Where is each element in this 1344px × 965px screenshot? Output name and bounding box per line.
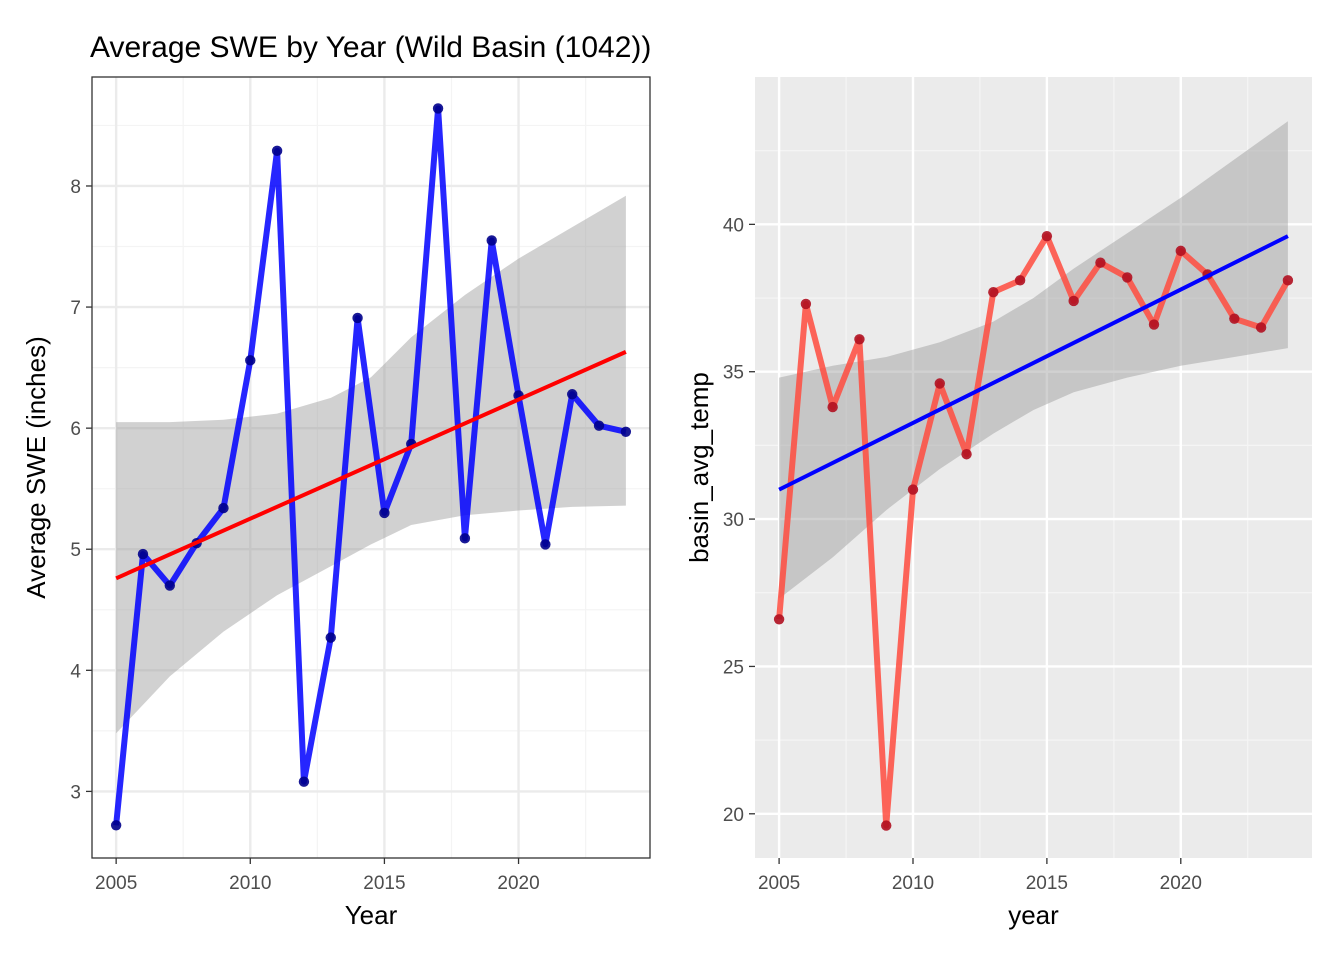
swe-series-line <box>113 105 627 826</box>
temp-x-tick-label: 2020 <box>1160 873 1202 894</box>
temp-panel-background <box>755 77 1312 858</box>
swe-trend-line <box>115 350 627 581</box>
temp-y-tick-label: 35 <box>723 363 744 384</box>
temp-data-point <box>854 334 865 345</box>
temp-data-point <box>1282 275 1294 286</box>
temp-data-point <box>800 298 812 310</box>
swe-data-point <box>245 355 256 366</box>
swe-data-point <box>218 502 229 514</box>
temp-data-point <box>1148 319 1160 330</box>
temp-data-point <box>1095 257 1106 268</box>
temp-data-point <box>1175 245 1186 257</box>
temp-y-axis-title: basin_avg_temp <box>684 372 714 563</box>
swe-data-point <box>459 533 471 544</box>
swe-data-point <box>137 548 149 560</box>
swe-data-point <box>540 539 551 550</box>
temp-trend-line <box>778 234 1289 492</box>
temp-confidence-band <box>779 121 1288 599</box>
swe-data-point <box>271 145 283 157</box>
swe-data-point <box>593 420 605 431</box>
swe-panel-border <box>91 76 651 859</box>
swe-data-point <box>164 580 175 591</box>
temp-series-line <box>776 233 1291 829</box>
swe-y-axis-title: Average SWE (inches) <box>21 336 51 599</box>
temp-data-point <box>1255 322 1267 333</box>
temp-x-tick-label: 2015 <box>1026 873 1068 894</box>
temp-data-point <box>1041 230 1053 242</box>
swe-x-tick-label: 2010 <box>229 873 271 894</box>
swe-y-tick-label: 6 <box>70 419 81 440</box>
temp-y-tick-label: 40 <box>723 215 744 236</box>
temp-data-point <box>907 484 919 495</box>
swe-x-tick-label: 2005 <box>95 873 137 894</box>
temp-data-point <box>827 401 838 413</box>
temp-y-tick-label: 30 <box>723 510 744 531</box>
swe-y-tick-label: 3 <box>70 782 81 803</box>
swe-x-tick-label: 2020 <box>497 873 539 894</box>
figure-title: Average SWE by Year (Wild Basin (1042)) <box>90 31 651 64</box>
temp-x-tick-label: 2005 <box>758 873 800 894</box>
temp-data-point <box>1229 313 1240 324</box>
temp-x-axis-title: year <box>1008 900 1059 930</box>
swe-y-tick-label: 7 <box>70 298 81 319</box>
swe-data-point <box>352 312 363 324</box>
swe-data-point <box>620 426 632 437</box>
temp-y-tick-label: 25 <box>723 657 744 678</box>
temp-data-point <box>881 820 892 831</box>
swe-data-point <box>486 235 497 246</box>
temp-data-point <box>988 286 999 298</box>
swe-x-tick-label: 2015 <box>363 873 405 894</box>
swe-data-point <box>325 632 336 643</box>
swe-x-axis-title: Year <box>345 900 398 930</box>
temp-data-point <box>1068 295 1079 307</box>
temp-data-point <box>961 449 972 460</box>
swe-y-tick-label: 8 <box>70 177 81 198</box>
swe-data-point <box>379 507 390 519</box>
temp-data-point <box>934 378 945 389</box>
temp-data-point <box>773 614 785 625</box>
swe-data-point <box>432 103 444 114</box>
swe-data-point <box>567 389 578 400</box>
temp-data-point <box>1014 275 1026 286</box>
temp-y-tick-label: 20 <box>723 805 744 826</box>
swe-y-tick-label: 4 <box>70 661 81 682</box>
temp-data-point <box>1122 272 1133 283</box>
swe-data-point <box>110 820 122 831</box>
temp-panel: 2005 2010 2015 20202025303540yearbasin_avg_… <box>684 77 1312 930</box>
swe-y-tick-label: 5 <box>70 540 81 561</box>
temp-x-tick-label: 2010 <box>892 873 934 894</box>
swe-panel: 2005 2010 2015 2020 3 4 5 6 7 8 Year Average SWE (i… <box>21 76 651 930</box>
swe-data-point <box>298 776 310 787</box>
